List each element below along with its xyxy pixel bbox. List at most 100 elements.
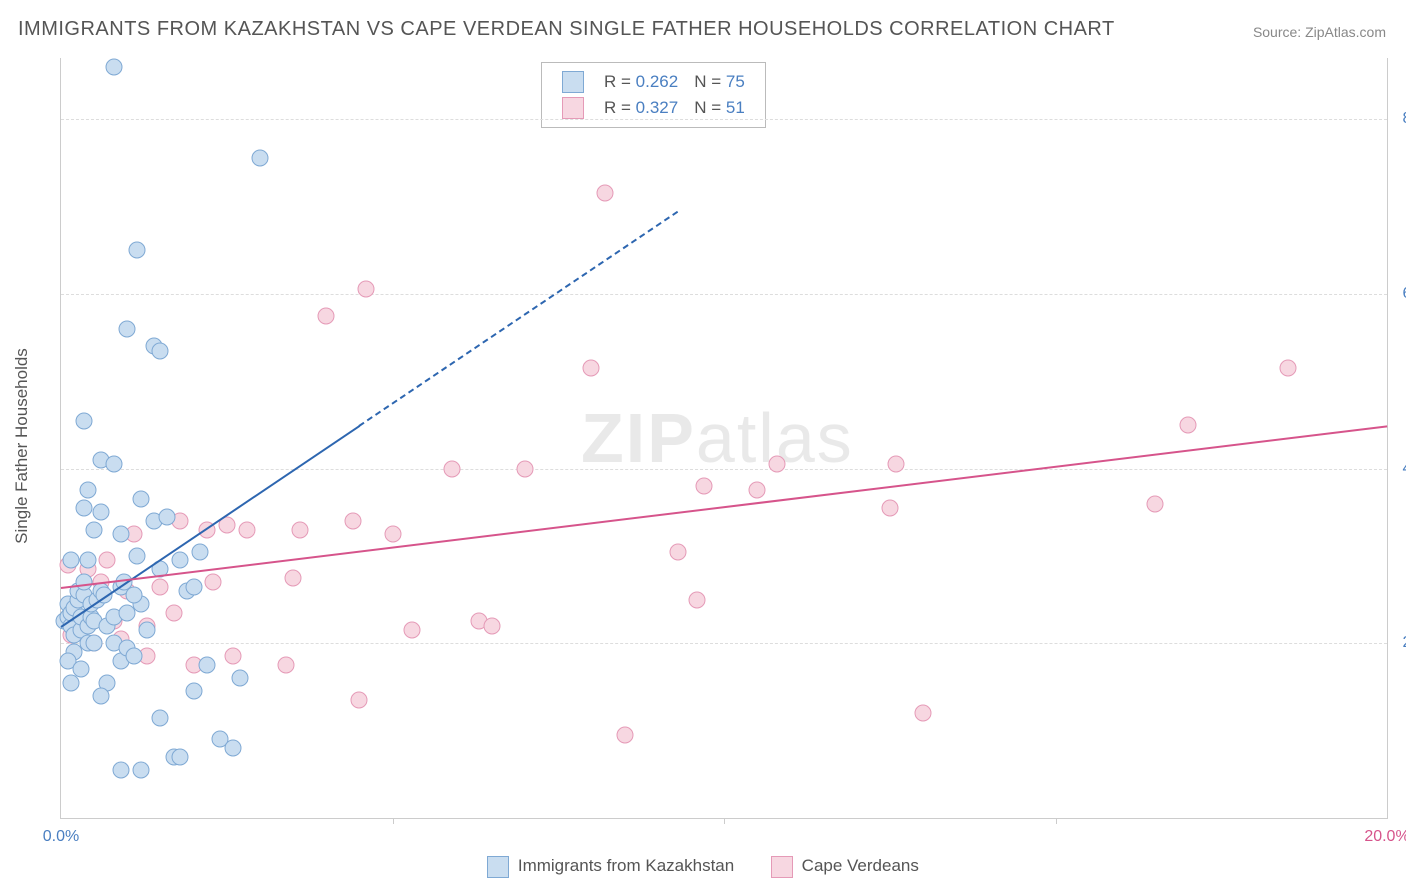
data-point-b [404,622,421,639]
data-point-a [112,761,129,778]
data-point-b [351,692,368,709]
data-point-a [232,670,249,687]
y-tick-label: 8.0% [1393,110,1406,128]
data-point-b [616,727,633,744]
data-point-b [205,574,222,591]
data-point-a [129,547,146,564]
data-point-a [86,635,103,652]
data-point-a [125,587,142,604]
swatch-series-b [562,97,584,119]
data-point-b [596,185,613,202]
gridline [61,469,1387,470]
series-a-label: Immigrants from Kazakhstan [518,856,734,875]
data-point-b [769,456,786,473]
x-tick-label: 20.0% [1364,828,1406,846]
data-point-b [669,543,686,560]
data-point-a [192,543,209,560]
data-point-b [344,512,361,529]
data-point-a [62,674,79,691]
data-point-b [749,482,766,499]
gridline [61,119,1387,120]
data-point-a [76,574,93,591]
data-point-a [132,761,149,778]
data-point-b [384,526,401,543]
data-point-a [92,504,109,521]
data-point-a [185,683,202,700]
watermark: ZIPatlas [581,398,854,478]
data-point-a [172,748,189,765]
data-point-a [92,687,109,704]
series-b-label: Cape Verdeans [802,856,919,875]
data-point-b [583,360,600,377]
data-point-a [172,552,189,569]
data-point-b [696,478,713,495]
data-point-a [198,657,215,674]
chart-title: IMMIGRANTS FROM KAZAKHSTAN VS CAPE VERDE… [18,18,1115,41]
data-point-a [106,456,123,473]
y-tick-label: 2.0% [1393,634,1406,652]
data-point-a [112,526,129,543]
data-point-b [444,460,461,477]
n-value-a: 75 [726,72,745,91]
source-label: Source: ZipAtlas.com [1253,24,1386,40]
data-point-b [152,578,169,595]
x-tick-mark [724,818,725,824]
gridline [61,643,1387,644]
data-point-a [62,552,79,569]
data-point-b [1180,416,1197,433]
data-point-a [106,58,123,75]
x-tick-label: 0.0% [43,828,79,846]
swatch-series-a [562,71,584,93]
legend-row-a: R = 0.262 N = 75 [554,69,753,95]
data-point-a [79,552,96,569]
y-tick-label: 4.0% [1393,460,1406,478]
legend-stats: R = 0.262 N = 75 R = 0.327 N = 51 [541,62,766,128]
data-point-a [119,320,136,337]
data-point-a [251,150,268,167]
data-point-b [291,521,308,538]
data-point-b [881,499,898,516]
gridline [61,294,1387,295]
data-point-b [689,591,706,608]
data-point-a [86,521,103,538]
data-point-b [483,617,500,634]
data-point-b [517,460,534,477]
n-value-b: 51 [726,98,745,117]
plot-area: ZIPatlas R = 0.262 N = 75 R = 0.327 N = … [60,58,1388,819]
x-tick-mark [1056,818,1057,824]
swatch-bottom-a [487,856,509,878]
x-tick-mark [393,818,394,824]
data-point-b [1279,360,1296,377]
data-point-b [357,281,374,298]
data-point-b [278,657,295,674]
data-point-b [99,552,116,569]
data-point-a [76,412,93,429]
y-axis-title: Single Father Households [12,348,32,544]
data-point-a [152,342,169,359]
trendline-a-dash [359,211,678,427]
legend-bottom: Immigrants from Kazakhstan Cape Verdeans [0,856,1406,878]
data-point-b [285,569,302,586]
chart-container: IMMIGRANTS FROM KAZAKHSTAN VS CAPE VERDE… [0,0,1406,892]
data-point-a [152,709,169,726]
r-value-a: 0.262 [636,72,679,91]
swatch-bottom-b [771,856,793,878]
data-point-a [129,242,146,259]
trendline-b [61,425,1387,589]
data-point-b [165,604,182,621]
data-point-a [185,578,202,595]
data-point-b [238,521,255,538]
data-point-a [139,622,156,639]
data-point-b [914,705,931,722]
legend-row-b: R = 0.327 N = 51 [554,95,753,121]
y-tick-label: 6.0% [1393,285,1406,303]
data-point-b [318,307,335,324]
data-point-a [132,491,149,508]
data-point-b [225,648,242,665]
data-point-b [888,456,905,473]
data-point-a [159,508,176,525]
r-value-b: 0.327 [636,98,679,117]
data-point-a [225,740,242,757]
data-point-a [79,482,96,499]
data-point-b [1146,495,1163,512]
